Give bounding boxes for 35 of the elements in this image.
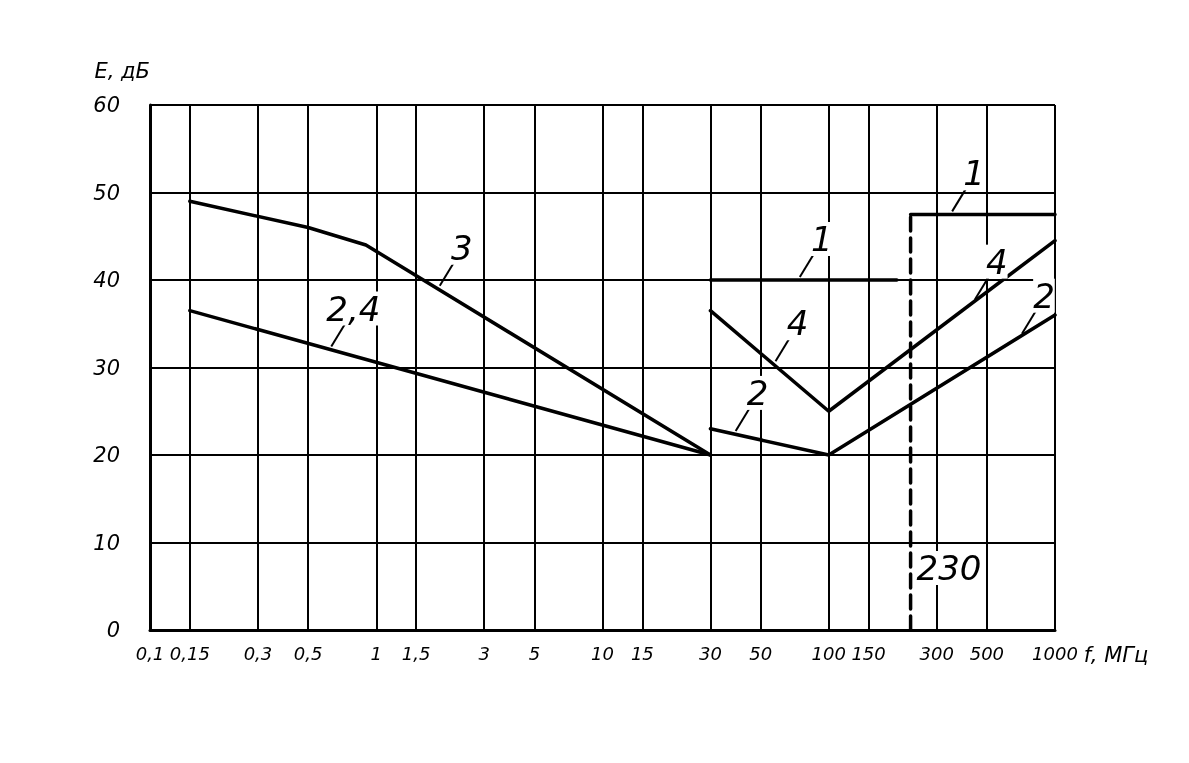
x-tick-label: 150 — [851, 642, 886, 664]
x-tick-label: 300 — [919, 642, 954, 664]
x-tick-label: 0,15 — [169, 642, 210, 664]
x-tick-label: 5 — [528, 642, 541, 664]
annotation: 3 — [450, 227, 473, 268]
x-tick-label: 10 — [591, 642, 614, 664]
x-tick-label: 1000 — [1032, 642, 1078, 664]
annotation: 2,4 — [326, 288, 381, 329]
y-tick-label: 60 — [93, 93, 120, 117]
x-tick-label: 0,1 — [135, 642, 165, 664]
annotation: 2 — [746, 372, 769, 413]
y-tick-label: 20 — [93, 443, 120, 467]
y-axis-title: E, дБ — [94, 58, 150, 83]
x-tick-label: 0,5 — [293, 642, 323, 664]
y-tick-label: 50 — [93, 180, 120, 205]
x-tick-label: 50 — [749, 642, 773, 664]
x-tick-label: 100 — [811, 642, 846, 664]
x-tick-label: 3 — [478, 642, 490, 664]
x-tick-label: 1,5 — [401, 642, 431, 664]
annotation: 230 — [916, 548, 982, 588]
y-tick-label: 10 — [93, 530, 120, 555]
x-tick-label: 1 — [370, 642, 382, 664]
x-tick-label: 0,3 — [243, 642, 273, 664]
x-tick-label: 30 — [699, 642, 722, 664]
annotation: 4 — [985, 241, 1008, 282]
y-tick-label: 30 — [93, 355, 120, 380]
annotation: 4 — [786, 303, 809, 344]
y-tick-label: 40 — [93, 268, 120, 292]
x-axis-title: f, МГц — [1083, 642, 1149, 667]
x-tick-label: 500 — [969, 642, 1005, 664]
annotation: 2 — [1033, 275, 1055, 316]
x-tick-label: 15 — [630, 642, 654, 664]
y-tick-label: 0 — [106, 618, 120, 642]
annotation: 1 — [811, 219, 833, 259]
annotation: 1 — [963, 153, 985, 194]
